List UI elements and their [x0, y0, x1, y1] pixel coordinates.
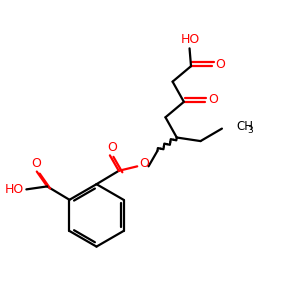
Text: 3: 3 [247, 127, 253, 136]
Text: O: O [215, 58, 225, 70]
Text: O: O [31, 157, 41, 170]
Text: CH: CH [237, 120, 254, 133]
Text: O: O [208, 93, 218, 106]
Text: O: O [107, 140, 117, 154]
Text: O: O [140, 158, 150, 170]
Text: HO: HO [4, 183, 23, 196]
Text: HO: HO [181, 33, 200, 46]
